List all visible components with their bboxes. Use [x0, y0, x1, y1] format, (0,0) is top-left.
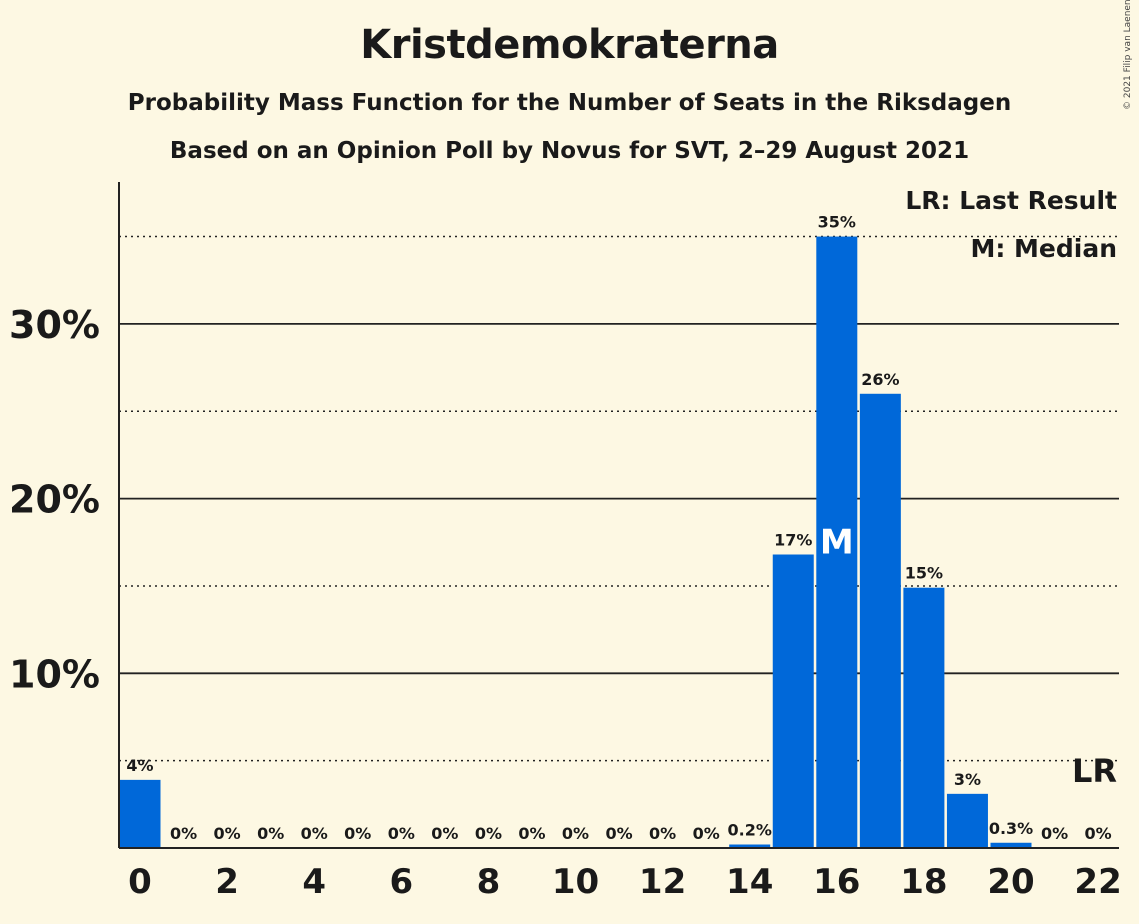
bar-value-label: 0%	[431, 824, 458, 843]
bar-value-label: 0%	[475, 824, 502, 843]
bar-value-label: 0%	[605, 824, 632, 843]
median-marker: M	[820, 522, 854, 562]
chart-subtitle: Probability Mass Function for the Number…	[127, 90, 1012, 116]
x-tick-label: 16	[813, 862, 860, 902]
legend-median: M: Median	[970, 234, 1117, 263]
legend: LR: Last Result M: Median	[905, 186, 1117, 263]
x-tick-label: 10	[552, 862, 599, 902]
bar-seat-0	[119, 779, 161, 848]
bars: 4% 0% 0% 0% 0% 0% 0% 0% 0% 0% 0% 0% 0% 0% 0.2% 17% 35% 26…	[119, 213, 1117, 849]
x-tick-label: 22	[1074, 862, 1121, 902]
x-tick-label: 12	[639, 862, 686, 902]
x-tick-label: 20	[987, 862, 1034, 902]
bar-value-label: 35%	[818, 213, 856, 232]
axes: 10% 20% 30% 0 2 4 6 8 10 12 14 16 18 20 22	[9, 182, 1122, 902]
x-tick-label: 0	[128, 862, 152, 902]
legend-last-result: LR: Last Result	[905, 186, 1117, 215]
bar-seat-19	[946, 793, 988, 848]
bar-value-label: 26%	[861, 370, 899, 389]
gridlines	[119, 235, 1119, 762]
bar-value-label: 0.3%	[989, 819, 1033, 838]
y-tick-label: 20%	[9, 478, 100, 522]
bar-value-label: 0%	[214, 824, 241, 843]
x-tick-label: 14	[726, 862, 773, 902]
bar-value-label: 15%	[905, 564, 943, 583]
bar-seat-14	[729, 844, 771, 848]
bar-value-label: 0%	[693, 824, 720, 843]
bar-value-label: 17%	[774, 531, 812, 550]
y-tick-label: 10%	[9, 652, 100, 696]
x-tick-label: 18	[900, 862, 947, 902]
bar-value-label: 0%	[170, 824, 197, 843]
bar-value-label: 3%	[954, 770, 981, 789]
bar-value-label: 0%	[562, 824, 589, 843]
x-tick-label: 4	[302, 862, 326, 902]
bar-value-label: 0%	[344, 824, 371, 843]
chart-subtitle-poll: Based on an Opinion Poll by Novus for SV…	[169, 138, 970, 164]
x-tick-label: 2	[215, 862, 239, 902]
last-result-marker: LR	[1072, 752, 1117, 790]
bar-seat-18	[903, 587, 945, 848]
bar-value-label: 4%	[126, 756, 153, 775]
bar-value-label: 0%	[518, 824, 545, 843]
y-tick-label: 30%	[9, 303, 100, 347]
x-tick-label: 8	[477, 862, 501, 902]
bar-seat-15	[772, 554, 814, 848]
chart-title: Kristdemokraterna	[360, 22, 779, 68]
bar-value-label: 0.2%	[728, 821, 772, 840]
bar-value-label: 0%	[1041, 824, 1068, 843]
bar-seat-17	[859, 393, 901, 848]
bar-seat-20	[990, 842, 1032, 848]
bar-value-label: 0%	[388, 824, 415, 843]
bar-seat-16	[816, 236, 858, 849]
bar-value-label: 0%	[1085, 824, 1112, 843]
bar-value-label: 0%	[649, 824, 676, 843]
x-tick-label: 6	[389, 862, 413, 902]
bar-value-label: 0%	[301, 824, 328, 843]
bar-value-label: 0%	[257, 824, 284, 843]
